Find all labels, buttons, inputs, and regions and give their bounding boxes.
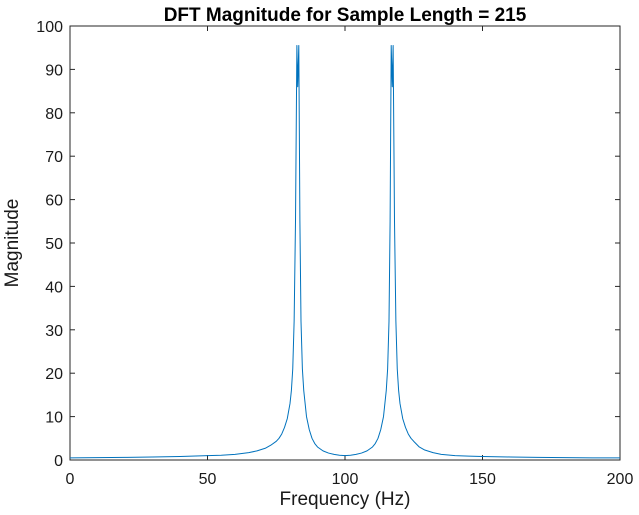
- y-tick-label: 20: [45, 366, 63, 383]
- plot-area-frame: [69, 25, 621, 461]
- y-tick-label: 90: [45, 62, 63, 79]
- y-tick-label: 0: [54, 453, 63, 470]
- x-axis-label: Frequency (Hz): [280, 489, 411, 510]
- y-axis-ticks: 0 10 20 30 40 50 60 70 80 90 100: [36, 19, 620, 470]
- y-tick-label: 60: [45, 193, 63, 210]
- y-tick-label: 100: [36, 19, 63, 36]
- y-tick-label: 40: [45, 279, 63, 296]
- y-tick-label: 80: [45, 106, 63, 123]
- y-tick-label: 50: [45, 236, 63, 253]
- x-axis-ticks: 0 50 100 150 200: [66, 26, 634, 488]
- x-tick-label: 50: [199, 471, 217, 488]
- y-axis-label: Magnitude: [2, 199, 23, 288]
- x-tick-label: 200: [607, 471, 634, 488]
- y-tick-label: 10: [45, 410, 63, 427]
- chart-title: DFT Magnitude for Sample Length = 215: [164, 5, 527, 26]
- y-tick-label: 70: [45, 149, 63, 166]
- x-tick-label: 100: [332, 471, 359, 488]
- x-tick-label: 0: [66, 471, 75, 488]
- y-tick-label: 30: [45, 323, 63, 340]
- x-tick-label: 150: [469, 471, 496, 488]
- series-line: [69, 45, 620, 459]
- series-layer: [69, 45, 620, 459]
